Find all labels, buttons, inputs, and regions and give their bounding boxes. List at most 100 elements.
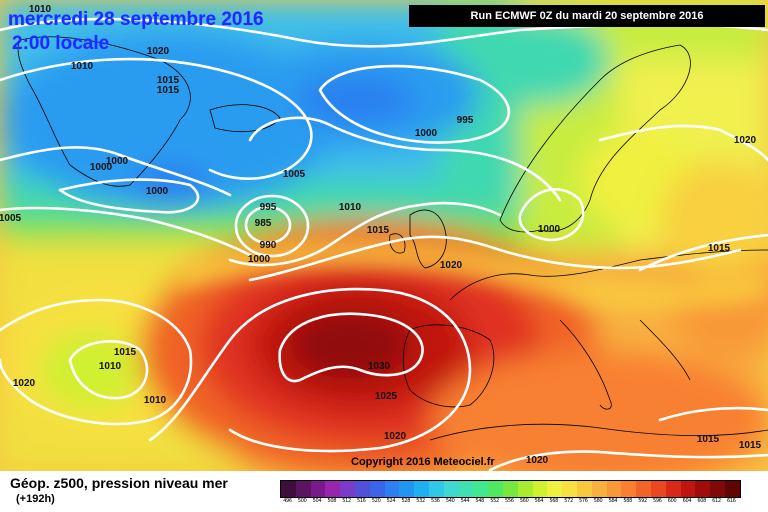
isobar-label: 1000 [146, 186, 169, 197]
color-scale-label: 528 [401, 498, 411, 504]
isobar-label: 1000 [538, 224, 561, 235]
color-scale-labels: 496 500 504 508 512 516 520 524 528 532 536 540 544 5… [280, 498, 739, 504]
isobar-label: 1015 [114, 347, 137, 358]
color-scale-label: 588 [623, 498, 633, 504]
color-swatch [591, 481, 607, 497]
color-scale-label: 580 [593, 498, 603, 504]
color-swatch [724, 481, 740, 497]
color-swatch [695, 481, 711, 497]
color-swatch [710, 481, 725, 497]
color-scale-label: 584 [608, 498, 618, 504]
color-scale-label: 568 [549, 498, 559, 504]
color-scale-label: 592 [638, 498, 647, 504]
color-scale-label: 564 [534, 498, 544, 504]
color-swatch [281, 481, 296, 497]
isobar-label: 1010 [99, 361, 122, 372]
color-scale-label: 536 [431, 498, 440, 504]
color-swatch [399, 481, 415, 497]
isobar-label: 1020 [384, 431, 407, 442]
color-swatch [458, 481, 474, 497]
isobar-label: 1010 [339, 202, 362, 213]
color-scale-label: 596 [652, 498, 662, 504]
color-scale-label: 572 [564, 498, 573, 504]
color-scale-label: 548 [475, 498, 485, 504]
color-swatch [576, 481, 592, 497]
isobar-label: 1005 [283, 169, 306, 180]
color-swatch [310, 481, 326, 497]
isobar-label: 1020 [147, 46, 170, 57]
isobar-label: 1015 [157, 75, 180, 86]
color-swatch [665, 481, 681, 497]
color-swatch [354, 481, 370, 497]
color-scale-label: 552 [490, 498, 499, 504]
color-swatch [636, 481, 651, 497]
legend-subtitle: (+192h) [16, 493, 55, 505]
isobar-label: 1010 [29, 4, 52, 15]
color-swatch [443, 481, 459, 497]
color-scale [280, 480, 741, 498]
color-scale-label: 612 [712, 498, 721, 504]
isobar-label: 1000 [106, 156, 129, 167]
isobar-label: 1015 [708, 243, 731, 254]
color-scale-label: 500 [297, 498, 307, 504]
isobar-label: 1010 [71, 61, 94, 72]
legend-footer: Géop. z500, pression niveau mer (+192h) … [0, 471, 768, 512]
color-swatch [325, 481, 341, 497]
isobar-label: 1030 [368, 361, 391, 372]
isobar-label: 1000 [248, 254, 271, 265]
color-scale-label: 544 [460, 498, 470, 504]
isobar-label: 1020 [526, 455, 549, 466]
isobar-label: 1000 [415, 128, 438, 139]
color-scale-label: 532 [416, 498, 425, 504]
color-swatch [517, 481, 533, 497]
isobar-label: 990 [260, 240, 277, 251]
color-swatch [650, 481, 666, 497]
isobar-label: 1015 [367, 225, 390, 236]
color-scale-label: 504 [312, 498, 322, 504]
color-scale-label: 520 [371, 498, 381, 504]
coastlines [17, 36, 768, 441]
color-scale-label: 576 [579, 498, 588, 504]
color-swatch [562, 481, 577, 497]
weather-map: 1010 1020 1010 1015 1015 1000 995 1000 1000 1000 1… [0, 0, 768, 471]
color-swatch [384, 481, 400, 497]
color-swatch [295, 481, 311, 497]
isobar-label: 1010 [144, 395, 167, 406]
isobar-label: 995 [260, 202, 277, 213]
color-swatch [369, 481, 385, 497]
isobar-label: 1015 [739, 440, 762, 451]
color-scale-label: 516 [357, 498, 366, 504]
color-swatch [532, 481, 548, 497]
color-scale-label: 496 [283, 498, 292, 504]
forecast-time: 2:00 locale [12, 33, 110, 54]
isobar-label: 1000 [90, 162, 113, 173]
isobar-labels: 1010102010101015101510009951000100010001… [0, 4, 762, 466]
color-scale-label: 556 [505, 498, 514, 504]
color-swatch [428, 481, 444, 497]
color-swatch [414, 481, 429, 497]
color-swatch [621, 481, 637, 497]
isobar-label: 1020 [440, 260, 463, 271]
isobar-label: 1020 [734, 135, 757, 146]
color-scale-label: 600 [667, 498, 677, 504]
map-canvas: 1010102010101015101510009951000100010001… [0, 0, 768, 471]
copyright-text: Copyright 2016 Meteociel.fr [351, 456, 495, 468]
color-swatch [473, 481, 489, 497]
forecast-date: mercredi 28 septembre 2016 [8, 9, 264, 30]
color-swatch [680, 481, 696, 497]
color-scale-label: 524 [386, 498, 396, 504]
isobar-label: 995 [457, 115, 474, 126]
isobar-label: 1005 [0, 213, 22, 224]
isobar-label: 1025 [375, 391, 398, 402]
color-swatch [340, 481, 355, 497]
color-scale-label: 540 [445, 498, 455, 504]
color-swatch [547, 481, 563, 497]
color-swatch [606, 481, 622, 497]
color-scale-label: 512 [342, 498, 351, 504]
color-scale-label: 616 [726, 498, 736, 504]
isobar-label: 1020 [13, 378, 36, 389]
color-swatch [488, 481, 503, 497]
isobar-label: 1015 [697, 434, 720, 445]
isobar-label: 985 [255, 218, 272, 229]
run-banner: Run ECMWF 0Z du mardi 20 septembre 2016 [409, 5, 765, 27]
